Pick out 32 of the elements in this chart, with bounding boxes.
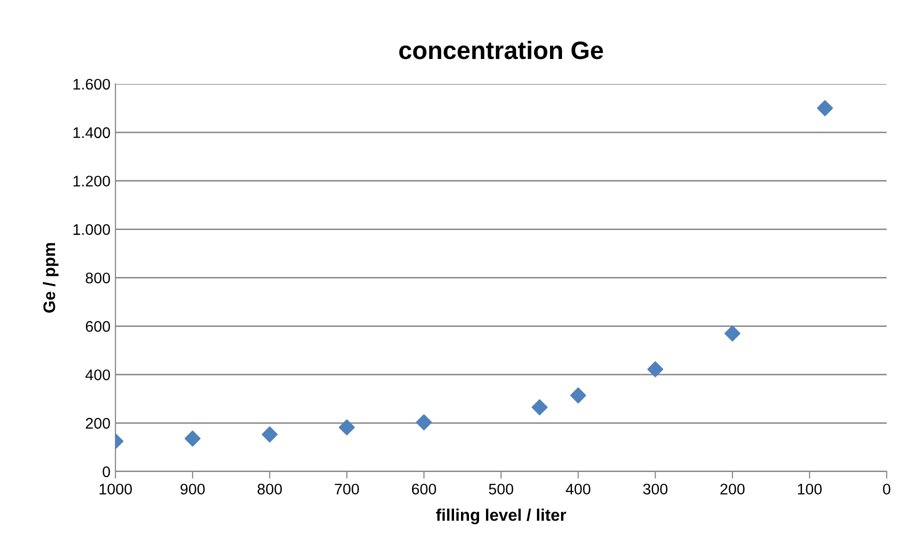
point (570, 387, 586, 404)
y-tick-label: 1.200 (74, 176, 110, 187)
y-axis-title: Ge / ppm (42, 243, 58, 313)
x-tick-label: 700 (334, 484, 359, 495)
point (416, 414, 432, 430)
chart-title: concentration Ge (399, 40, 604, 60)
x-tick-label: 200 (720, 484, 745, 495)
point (816, 100, 833, 116)
y-tick-label: 800 (86, 272, 110, 284)
x-tick-label: 300 (643, 484, 668, 495)
y-tick-label: 200 (86, 418, 110, 429)
y-tick-label: 1.400 (74, 127, 110, 138)
point (647, 361, 664, 378)
x-tick-label: 0 (883, 484, 890, 495)
x-tick-label: 800 (258, 484, 282, 495)
y-tick-label: 600 (86, 321, 110, 332)
x-tick-label: 1000 (100, 484, 132, 495)
x-axis-title: filling level / liter (436, 508, 566, 524)
y-tick-label: 1.600 (74, 78, 110, 90)
y-tick-label: 1.000 (74, 224, 110, 235)
point (184, 430, 201, 447)
point (338, 419, 355, 436)
point (262, 426, 278, 442)
x-tick-label: 500 (488, 484, 514, 495)
x-tick-label: 100 (798, 484, 822, 495)
y-tick-label: 400 (85, 369, 110, 380)
point (532, 399, 548, 416)
x-tick-label: 600 (412, 484, 436, 495)
x-tick-label: 400 (566, 484, 590, 495)
point (724, 325, 740, 342)
x-tick-label: 900 (180, 484, 205, 495)
y-tick-label: 0 (102, 466, 110, 478)
